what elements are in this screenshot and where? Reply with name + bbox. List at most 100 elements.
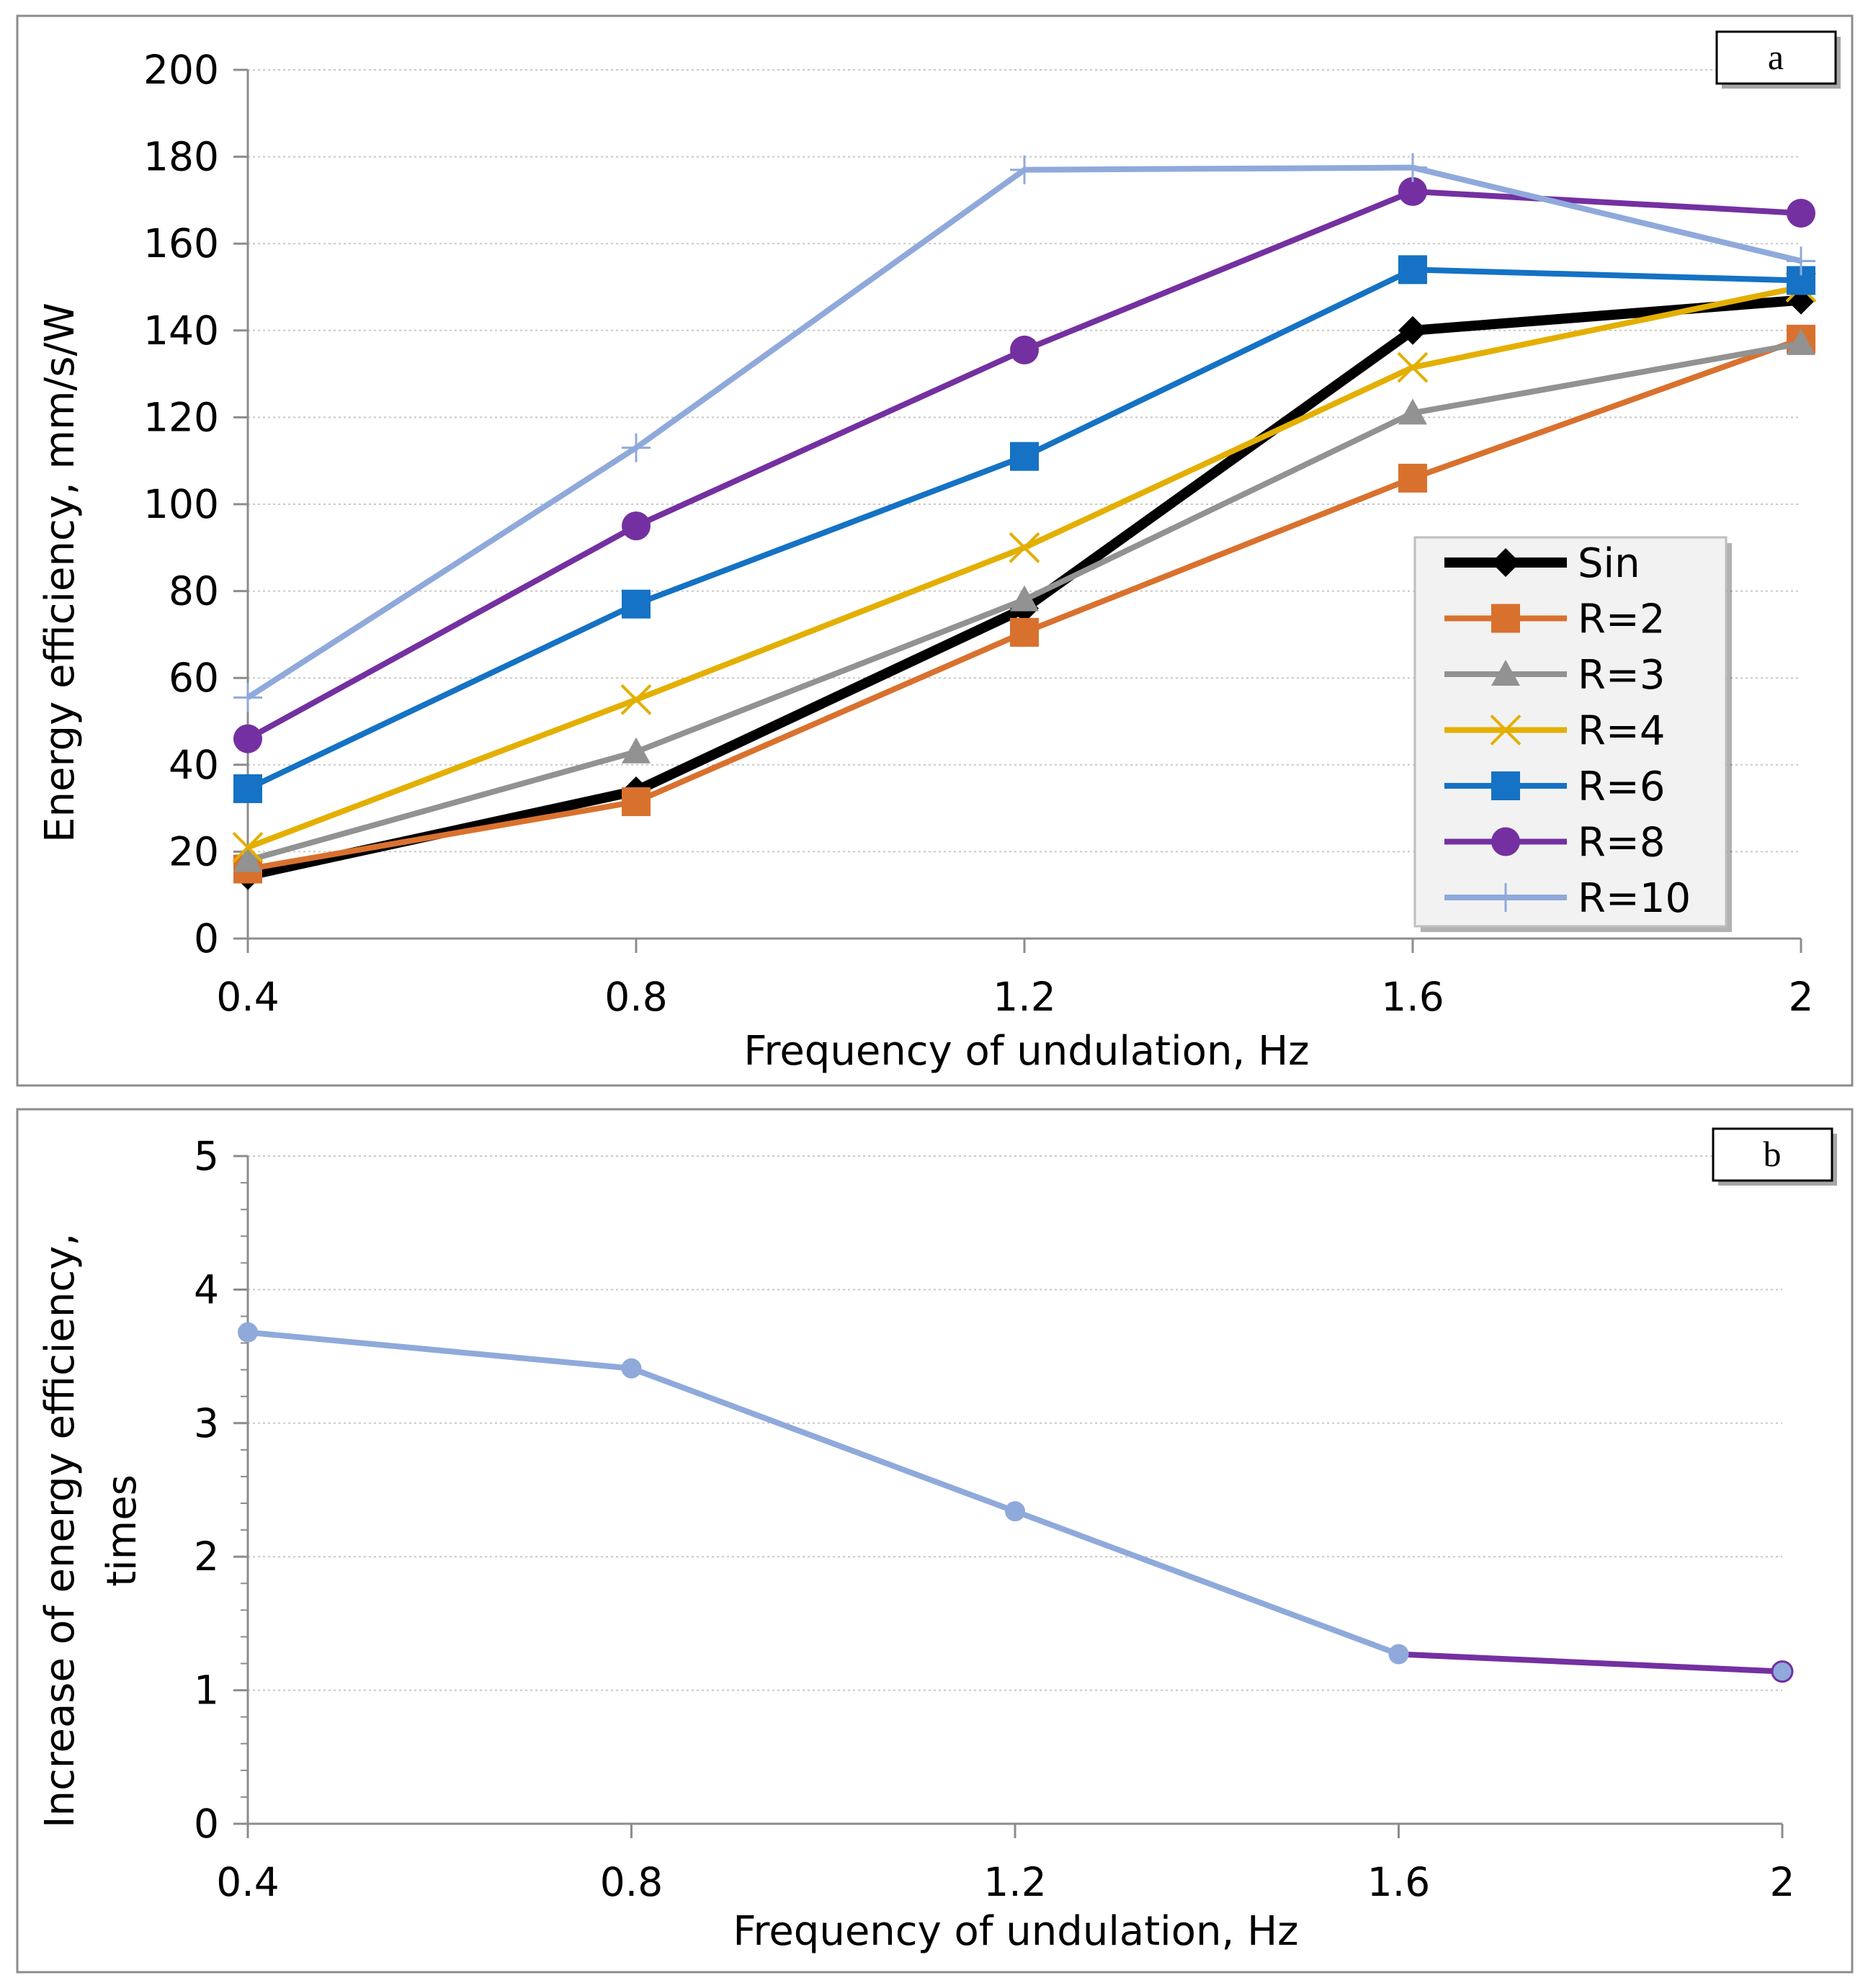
series-r-10 [233,153,1815,712]
series-sin-point-3 [1398,315,1427,345]
panel-b-y-axis-label-line-2: times [99,1474,146,1587]
series-r-6-point-0 [233,774,262,803]
legend-label-r-4: R=4 [1578,708,1665,755]
series-increase-segment-3 [1395,1651,1785,1675]
panel-a-y-tick-label-160: 160 [143,220,219,267]
series-increase-point-2 [1005,1501,1025,1522]
series-r-3 [233,328,1815,872]
series-r-3-point-0 [233,846,262,872]
series-r-3-point-3 [1398,398,1427,425]
series-r-3-point-1 [622,737,651,764]
series-r-4-point-2 [1009,532,1040,563]
series-r-6 [233,255,1815,803]
panel-b-x-tick-label-0-4: 0.4 [216,1859,279,1905]
panel-b-label-box: b [1712,1127,1837,1186]
series-r-8-point-1 [622,511,651,541]
series-r-10-point-2 [1010,155,1039,184]
series-increase-point-4 [1771,1660,1794,1683]
legend-entry-r-10: R=10 [1444,875,1691,922]
panel-a-x-axis-label: Frequency of undulation, Hz [743,1028,1309,1075]
series-r-8-point-0 [233,724,262,753]
panel-a-y-tick-label-120: 120 [143,394,219,440]
panel-b-x-tick-label-1-2: 1.2 [983,1859,1046,1905]
panel-a-x-tick-label-1-2: 1.2 [993,974,1055,1020]
panel-b-x-tick-label-0-8: 0.8 [600,1859,663,1905]
panel-a-x-tick-label-0-8: 0.8 [604,974,667,1020]
panel-b-y-tick-label-0: 0 [194,1801,219,1847]
panel-b-y-tick-label-5: 5 [194,1133,219,1179]
series-r-6-point-3 [1398,255,1427,285]
legend-entry-r-3: R=3 [1444,652,1665,699]
legend-entry-r-6: R=6 [1444,764,1665,810]
series-r-8-point-4 [1787,198,1815,228]
panel-b-x-tick-label-2: 2 [1770,1859,1795,1905]
legend-label-sin: Sin [1578,540,1640,587]
legend-marker-r-2 [1491,604,1520,633]
panel-b-y-tick-label-2: 2 [194,1533,219,1580]
panel-a-y-tick-label-140: 140 [143,308,219,354]
legend-label-r-6: R=6 [1578,764,1665,810]
series-r-8-point-2 [1010,335,1039,364]
panel-b-y-axis-label-line-1: Increase of energy efficiency, [37,1233,84,1828]
series-r-6-point-1 [622,589,651,619]
panel-a-series [232,153,1817,890]
panel-b-x-tick-labels: 0.4 0.8 1.2 1.6 2 [216,1859,1795,1905]
series-r-4-point-1 [620,684,652,715]
panel-b-series [238,1322,1794,1683]
panel-a-y-tick-label-100: 100 [143,481,219,527]
panel-a-y-tick-label-60: 60 [169,655,219,701]
series-r-10-point-4 [1787,246,1815,276]
panel-a-x-tick-label-2: 2 [1789,974,1814,1020]
series-increase-segment-2 [1012,1508,1402,1657]
panel-a-label-box: a [1715,30,1841,89]
legend-entry-r-4: R=4 [1444,708,1665,755]
panel-b-frame [16,1108,1854,1974]
legend-marker-r-8 [1491,827,1520,856]
legend-label-r-3: R=3 [1578,652,1665,699]
panel-a-y-tick-label-180: 180 [143,134,219,180]
panel-a-y-tick-label-80: 80 [169,568,219,614]
legend-marker-r-10 [1491,883,1520,912]
series-r-3-point-4 [1787,328,1815,355]
panel-a-label: a [1768,37,1784,77]
series-r-4 [232,272,1817,863]
legend-label-r-8: R=8 [1578,820,1665,867]
series-r-10-point-3 [1398,153,1427,182]
panel-a-y-tick-label-200: 200 [143,47,219,93]
series-r-2-point-1 [622,787,651,817]
panel-a-x-tick-label-1-6: 1.6 [1381,974,1444,1020]
panel-a-y-tick-label-0: 0 [194,915,219,962]
series-r-8-point-3 [1398,176,1427,206]
panel-b-y-tick-labels: 0 1 2 3 4 5 [194,1133,219,1847]
series-r-6-point-2 [1010,442,1039,471]
series-r-3-point-2 [1010,585,1039,612]
legend-entry-sin: Sin [1444,540,1640,587]
panel-b-x-axis-label: Frequency of undulation, Hz [733,1908,1298,1955]
series-r-4-point-0 [232,831,264,863]
panel-a-y-tick-labels: 0 20 40 60 80 100 120 140 160 180 200 [143,47,219,962]
panel-b-gridlines [248,1155,1782,1691]
panel-a-y-axis-label: Energy efficiency, mm/s/W [37,303,84,843]
series-r-10-point-0 [233,683,262,712]
series-r-2-point-3 [1398,463,1427,493]
panel-b-y-tick-label-3: 3 [194,1400,219,1446]
legend-marker-r-6 [1491,771,1520,800]
panel-a-x-tick-labels: 0.4 0.8 1.2 1.6 2 [216,974,1813,1020]
legend-label-r-10: R=10 [1578,875,1691,922]
series-increase-point-3 [1388,1644,1409,1665]
panel-b-y-tick-label-4: 4 [194,1266,219,1312]
panel-b-x-tick-label-1-6: 1.6 [1367,1859,1430,1905]
legend: Sin R=2 R=3 R=4 R=6 R=8 R=10 [1413,536,1732,932]
series-increase-point-0 [238,1322,258,1343]
panel-b-axes [233,1155,1784,1838]
legend-marker-r-3 [1491,660,1520,686]
legend-entry-r-8: R=8 [1444,820,1665,867]
series-increase-segment-1 [628,1365,1018,1515]
series-increase [238,1322,1794,1683]
panel-a-y-tick-label-40: 40 [169,742,219,788]
series-r-10-point-1 [622,433,651,462]
panel-b-label: b [1764,1134,1782,1174]
series-increase-point-1 [621,1358,642,1379]
series-r-2-point-2 [1010,617,1039,647]
